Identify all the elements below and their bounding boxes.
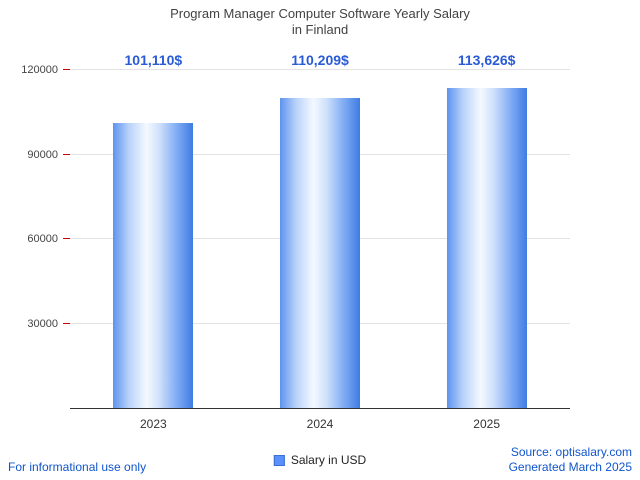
y-tick <box>63 153 70 155</box>
y-tick <box>63 69 70 70</box>
x-axis-label: 2024 <box>306 417 334 431</box>
plot-area: 30000 60000 90000 120000 101,110$ 2023 110,209… <box>21 52 570 431</box>
legend: Salary in USD <box>273 453 367 467</box>
chart-title-line1: Program Manager Computer Software Yearly… <box>170 6 470 21</box>
y-axis-label: 60000 <box>27 233 58 245</box>
y-axis-label: 30000 <box>27 317 58 330</box>
x-axis-label: 2023 <box>139 417 167 431</box>
y-tick <box>63 238 70 239</box>
bar-value-label: 101,110$ <box>124 52 183 68</box>
chart-title-line2: in Finland <box>291 22 349 37</box>
bar <box>280 97 360 408</box>
y-axis-label: 120000 <box>21 64 58 76</box>
generated-date: Generated March 2025 <box>508 460 632 474</box>
legend-label: Salary in USD <box>290 453 367 467</box>
y-tick <box>63 322 70 324</box>
chart-title: Program Manager Computer Software Yearly… <box>0 6 640 38</box>
bar-value-label: 110,209$ <box>291 52 349 68</box>
source-block: Source: optisalary.com Generated March 2… <box>509 445 632 475</box>
bar <box>446 87 527 408</box>
disclaimer-text: For informational use only <box>8 460 147 474</box>
x-axis-label: 2025 <box>473 417 501 431</box>
legend-swatch-icon <box>273 454 285 466</box>
y-axis-label: 90000 <box>27 148 58 161</box>
bar <box>113 123 194 408</box>
source-link[interactable]: Source: optisalary.com <box>510 445 632 459</box>
gridline <box>70 69 570 70</box>
bar-value-label: 113,626$ <box>457 52 516 68</box>
